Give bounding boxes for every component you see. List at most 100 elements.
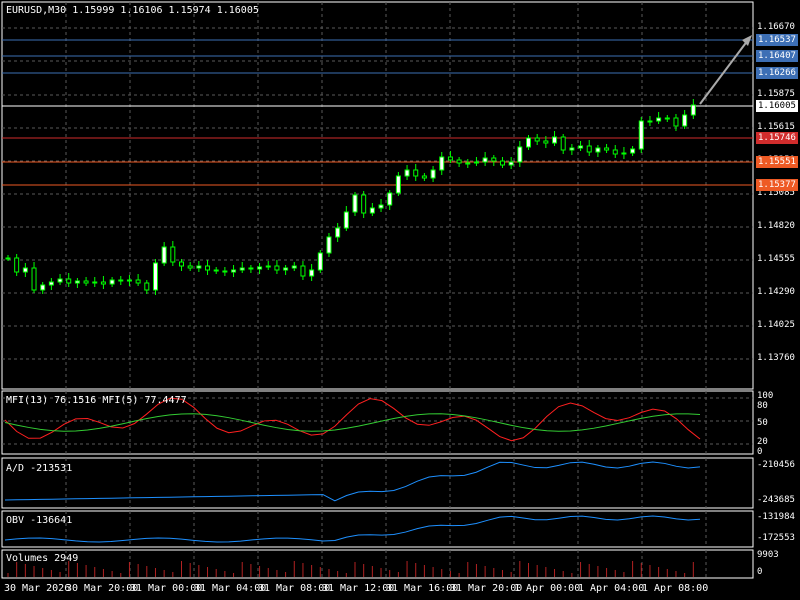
- candle-body: [413, 169, 419, 177]
- candle-body: [621, 152, 627, 155]
- candle-body: [439, 156, 445, 171]
- time-tick: 1 Apr 08:00: [642, 583, 709, 594]
- volumes-tick-top: 9903: [757, 550, 779, 560]
- hline-price-tag[interactable]: 1.16537: [756, 34, 798, 46]
- time-tick: 30 Mar 2026: [4, 583, 71, 594]
- candle-body: [239, 267, 245, 271]
- candle-body: [664, 117, 670, 120]
- candle-body: [361, 194, 367, 214]
- obv-tick-bottom: -172553: [757, 533, 795, 543]
- candle-body: [22, 267, 28, 273]
- candle-body: [569, 147, 575, 151]
- price-tick: 1.14555: [757, 254, 795, 264]
- price-tick: 1.15085: [757, 188, 795, 198]
- candle-body: [283, 267, 289, 271]
- candle-body: [543, 140, 549, 144]
- symbol-info: EURUSD,M30 1.15999 1.16106 1.15974 1.160…: [6, 5, 259, 16]
- candle-body: [48, 281, 54, 286]
- candle-body: [300, 265, 306, 277]
- price-tick: 1.14290: [757, 287, 795, 297]
- candle-body: [135, 279, 141, 284]
- candle-body: [517, 146, 523, 163]
- trend-arrow-line: [699, 39, 749, 105]
- volumes-label: Volumes 2949: [6, 553, 79, 564]
- candle-body: [335, 227, 341, 238]
- candle-body: [430, 169, 436, 179]
- ad-tick-bottom: -243685: [757, 495, 795, 505]
- candle-body: [126, 279, 132, 282]
- candle-body: [83, 280, 89, 284]
- candle-body: [317, 252, 323, 271]
- candle-body: [421, 175, 427, 179]
- mfi-panel: [1, 390, 754, 455]
- candle-body: [586, 145, 592, 153]
- obv-label: OBV -136641: [6, 515, 73, 526]
- candle-body: [404, 169, 410, 177]
- candle-body: [265, 265, 271, 268]
- candle-body: [222, 270, 228, 273]
- time-tick: 1 Apr 04:00: [578, 583, 645, 594]
- hline-price-tag[interactable]: 1.15377: [756, 179, 798, 191]
- candle-body: [508, 161, 514, 166]
- obv-panel: [1, 510, 754, 548]
- candle-body: [638, 120, 644, 150]
- mfi-tick-80: 80: [757, 401, 768, 411]
- candle-body: [552, 136, 558, 144]
- volumes-tick-bottom: 0: [757, 567, 763, 577]
- hline-price-tag[interactable]: 1.16266: [756, 67, 798, 79]
- candle-body: [326, 236, 332, 254]
- candle-body: [682, 114, 688, 127]
- hline-price-tag[interactable]: 1.16407: [756, 50, 798, 62]
- candle-body: [231, 269, 237, 273]
- candle-body: [673, 117, 679, 127]
- candle-body: [40, 284, 46, 291]
- candle-body: [499, 160, 505, 166]
- mfi5-line: [4, 413, 701, 432]
- candle-body: [352, 194, 358, 213]
- candle-body: [14, 257, 20, 273]
- hline-price-tag[interactable]: 1.15551: [756, 156, 798, 168]
- candle-body: [57, 278, 63, 283]
- candle-body: [179, 261, 184, 267]
- candle-body: [578, 145, 584, 149]
- mfi-tick-0: 0: [757, 447, 763, 457]
- candle-body: [161, 246, 167, 264]
- candle-body: [92, 281, 98, 284]
- candle-body: [612, 149, 618, 155]
- mfi-tick-100: 100: [757, 391, 774, 401]
- candle-body: [604, 147, 610, 151]
- hline-price-tag[interactable]: 1.15746: [756, 132, 798, 144]
- candle-body: [387, 192, 393, 206]
- candle-body: [656, 117, 662, 122]
- mfi-label: MFI(13) 76.1516 MFI(5) 77.4477: [6, 395, 187, 406]
- ad-tick-top: -210456: [757, 460, 795, 470]
- hline-price-tag[interactable]: 1.16005: [756, 100, 798, 112]
- main-panel: [1, 1, 754, 390]
- price-tick: 1.15615: [757, 122, 795, 132]
- candle-body: [187, 265, 193, 269]
- obv-line: [4, 515, 701, 543]
- candle-body: [196, 265, 202, 269]
- candle-body: [205, 265, 211, 271]
- candle-body: [66, 278, 72, 284]
- candle-body: [473, 161, 479, 164]
- candle-body: [378, 204, 384, 209]
- price-tick: 1.16670: [757, 22, 795, 32]
- price-tick: 1.13760: [757, 353, 795, 363]
- volumes-panel: [1, 549, 754, 579]
- price-tick: 1.14025: [757, 320, 795, 330]
- candle-body: [100, 281, 106, 285]
- mfi13-line: [4, 397, 701, 442]
- candle-body: [152, 262, 158, 291]
- candle-body: [395, 175, 401, 194]
- candle-body: [291, 265, 297, 269]
- mfi-tick-20: 20: [757, 437, 768, 447]
- candle-body: [109, 279, 115, 285]
- time-tick: 30 Mar 20:00: [66, 583, 139, 594]
- candle-body: [257, 266, 263, 270]
- candle-body: [369, 207, 375, 214]
- candle-body: [526, 137, 531, 148]
- candle-body: [595, 147, 601, 153]
- candle-body: [343, 211, 349, 229]
